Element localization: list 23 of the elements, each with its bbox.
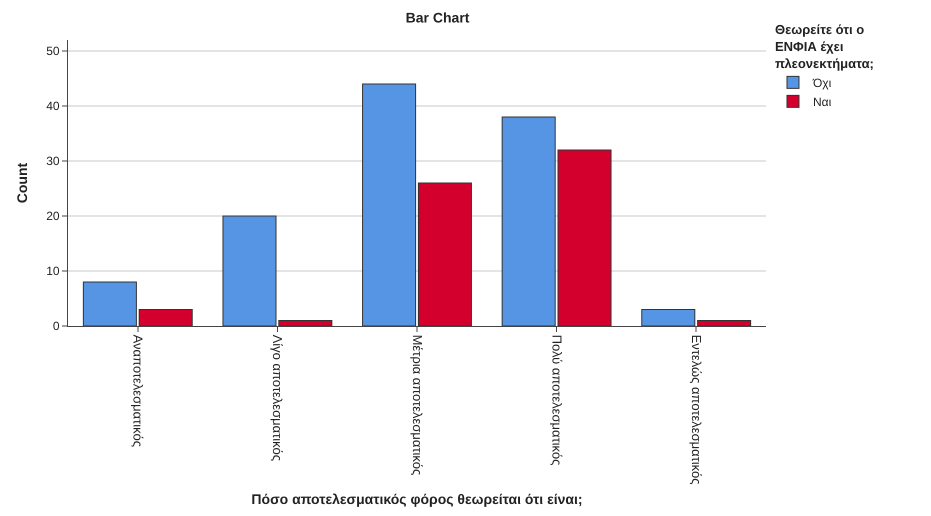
y-tick-label: 0 [52,319,60,334]
x-tick-label: Αναποτελεσματικός [130,334,146,448]
y-tick-label: 10 [46,264,60,278]
legend-title: Θεωρείτε ότι ο ΕΝΦΙΑ έχει πλεονεκτήματα; [774,22,874,71]
x-tick-label: Πολύ αποτελεσματικός [549,334,564,466]
chart-title: Bar Chart [406,10,470,26]
bar [502,116,556,326]
bar [222,216,276,326]
legend-label: Ναι [812,95,832,109]
y-axis-title: Count [14,162,30,204]
bar [278,320,332,326]
y-tick-label: 40 [46,99,60,114]
x-tick-label: Λίγο αποτελεσματικός [270,334,286,461]
x-axis-title: Πόσο αποτελεσματικός φόρος θεωρείται ότι είναι; [251,490,583,507]
bar [362,84,416,326]
y-tick-label: 20 [46,209,60,224]
x-tick-label: Μέτρια αποτελεσματικός [410,334,425,476]
y-tick-label: 30 [46,154,60,168]
bar [418,182,472,326]
bar [558,150,612,326]
y-tick-label: 50 [46,44,60,58]
x-tick-label: Εντελώς αποτελεσματικός [688,334,704,485]
legend-label: Όχι [812,76,832,90]
